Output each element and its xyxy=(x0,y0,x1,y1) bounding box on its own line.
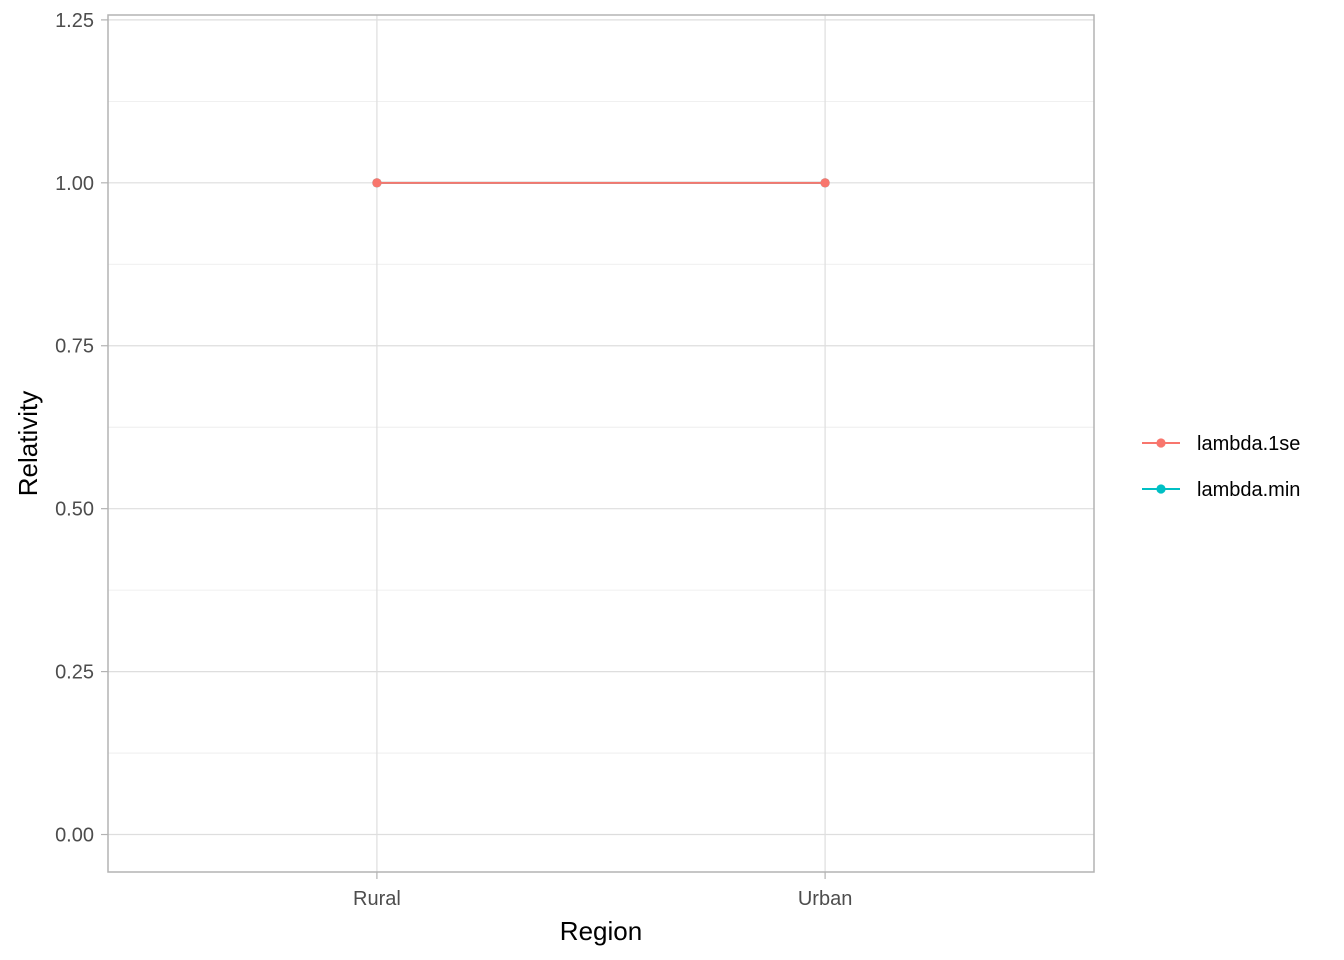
grid-minor xyxy=(108,100,1094,754)
x-axis-title: Region xyxy=(560,916,642,946)
y-tick-label: 0.25 xyxy=(55,662,94,684)
y-tick-label: 0.75 xyxy=(55,336,94,358)
y-axis: 0.00 0.25 0.50 0.75 1.00 1.25 xyxy=(55,10,108,847)
legend: lambda.1se lambda.min xyxy=(1142,433,1300,501)
x-tick-label: Rural xyxy=(353,888,401,910)
y-tick-label: 0.00 xyxy=(55,825,94,847)
panel-border xyxy=(107,14,1095,873)
x-tick-label: Urban xyxy=(798,888,852,910)
legend-label: lambda.min xyxy=(1197,479,1300,501)
legend-item: lambda.min xyxy=(1142,479,1300,501)
y-axis-title: Relativity xyxy=(13,391,43,496)
y-tick-label: 1.25 xyxy=(55,10,94,32)
x-axis: Rural Urban xyxy=(353,872,852,910)
y-tick-label: 1.00 xyxy=(55,173,94,195)
grid-major xyxy=(108,15,1094,872)
y-tick-label: 0.50 xyxy=(55,499,94,521)
legend-item: lambda.1se xyxy=(1142,433,1300,455)
legend-label: lambda.1se xyxy=(1197,433,1300,455)
legend-key-point xyxy=(1156,438,1166,448)
legend-key-point xyxy=(1156,484,1166,494)
data-point xyxy=(372,178,382,188)
series-layer xyxy=(372,178,830,188)
data-point xyxy=(820,178,830,188)
